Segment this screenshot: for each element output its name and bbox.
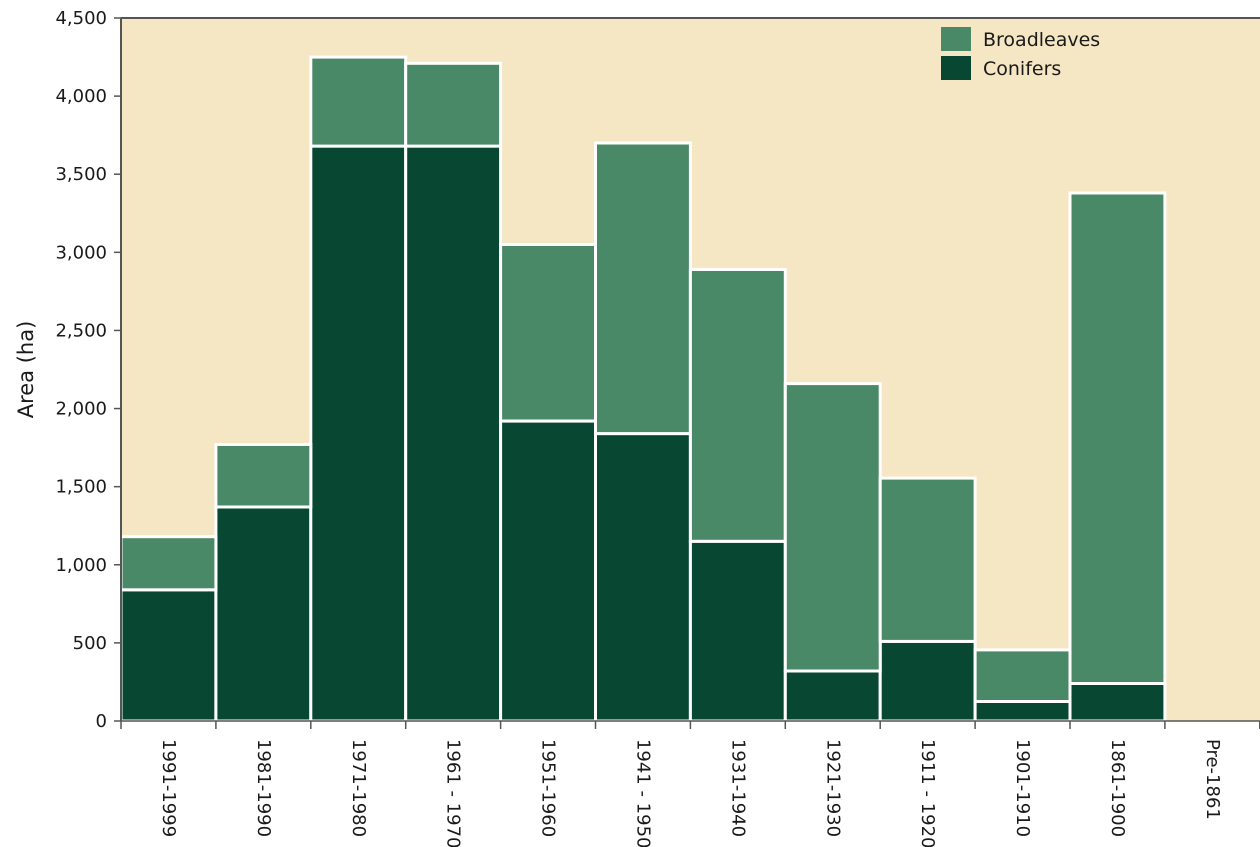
y-tick-label: 2,000 — [55, 399, 107, 420]
y-tick-label: 500 — [73, 633, 107, 654]
y-ticks-group: 0 500 1,000 1,500 2,000 2,500 3,000 3,500 4,000 4… — [55, 8, 121, 732]
y-tick-label: 3,000 — [55, 242, 107, 263]
bar-conifers-8 — [878, 639, 977, 723]
bar-broadleaves-3 — [404, 61, 503, 148]
bar-broadleaves-9 — [973, 648, 1072, 704]
bar-broadleaves-4 — [499, 243, 598, 423]
y-tick-label: 1,000 — [55, 555, 107, 576]
x-tick-label: 1921-1930 — [822, 739, 843, 837]
x-tick-label: 1861-1900 — [1107, 739, 1128, 837]
bar-conifers-1 — [214, 505, 313, 723]
legend-label-conifers: Conifers — [983, 58, 1061, 80]
x-tick-label: 1971-1980 — [348, 739, 369, 837]
bar-broadleaves-5 — [594, 141, 692, 436]
bar-conifers-2 — [309, 144, 408, 723]
x-tick-label: 1911 - 1920 — [917, 739, 938, 847]
y-tick-label: 4,500 — [55, 8, 107, 29]
y-tick-label: 4,000 — [55, 86, 107, 107]
x-tick-label: Pre-1861 — [1202, 739, 1223, 820]
legend: Broadleaves Conifers — [941, 27, 1100, 80]
x-tick-label: 1961 - 1970 — [443, 739, 464, 847]
x-tick-label: 1941 - 1950 — [633, 739, 654, 847]
bar-conifers-3 — [404, 144, 503, 723]
bars-group — [119, 55, 1167, 723]
x-tick-label: 1931-1940 — [727, 739, 748, 837]
y-tick-label: 1,500 — [55, 477, 107, 498]
bar-broadleaves-1 — [214, 443, 313, 509]
bar-conifers-10 — [1068, 682, 1167, 723]
bar-conifers-0 — [119, 588, 218, 723]
bar-conifers-6 — [688, 539, 787, 723]
bar-broadleaves-2 — [309, 55, 408, 148]
bar-broadleaves-8 — [878, 476, 977, 643]
bar-broadleaves-7 — [783, 382, 882, 673]
x-tick-label: 1901-1910 — [1012, 739, 1033, 837]
y-axis-label: Area (ha) — [14, 321, 38, 419]
x-tick-label: 1991-1999 — [158, 739, 179, 837]
bar-conifers-9 — [973, 700, 1072, 723]
bar-conifers-4 — [499, 419, 598, 723]
y-tick-label: 0 — [96, 711, 107, 732]
legend-swatch-conifers — [941, 56, 971, 80]
x-tick-label: 1951-1960 — [538, 739, 559, 837]
y-tick-label: 3,500 — [55, 164, 107, 185]
bar-broadleaves-0 — [119, 535, 218, 592]
bar-conifers-5 — [594, 432, 692, 723]
bar-conifers-7 — [783, 669, 882, 723]
x-ticks-group: 1991-1999 1981-1990 1971-1980 1961 - 1970 19… — [120, 721, 1260, 847]
bar-broadleaves-6 — [688, 268, 787, 543]
y-tick-label: 2,500 — [55, 320, 107, 341]
bar-broadleaves-10 — [1068, 191, 1167, 685]
x-tick-label: 1981-1990 — [253, 739, 274, 837]
legend-label-broadleaves: Broadleaves — [983, 29, 1100, 51]
legend-swatch-broadleaves — [941, 27, 971, 51]
